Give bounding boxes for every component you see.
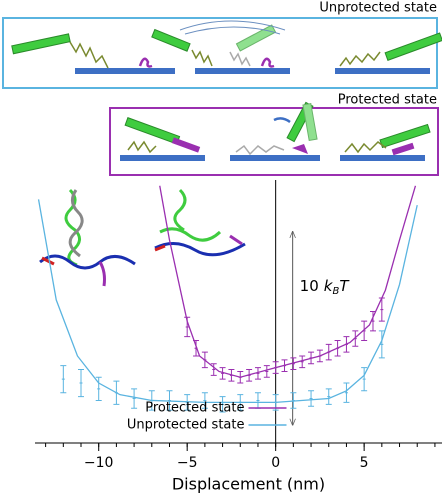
- x-tick-label: 0: [271, 455, 280, 471]
- error-point: [325, 388, 332, 405]
- x-tick-label: 5: [360, 455, 369, 471]
- error-point: [148, 390, 155, 411]
- scale-value: 10: [300, 276, 319, 294]
- x-axis-label: Displacement (nm): [172, 475, 325, 494]
- diagram-protected: [120, 101, 431, 161]
- error-point: [254, 367, 261, 380]
- x-tick-label: −5: [177, 455, 198, 471]
- scale-unit: k: [324, 276, 334, 294]
- error-point: [166, 390, 173, 411]
- diagram-title: Unprotected state: [319, 1, 437, 16]
- error-point: [308, 351, 315, 365]
- error-point: [378, 330, 385, 359]
- error-point: [184, 394, 191, 411]
- error-point: [316, 349, 323, 363]
- legend-label: Protected state: [145, 401, 244, 416]
- error-point: [113, 380, 120, 405]
- scale-unit: T: [339, 276, 350, 294]
- error-point: [219, 396, 226, 413]
- error-point: [219, 367, 226, 380]
- error-point: [325, 343, 332, 361]
- x-tick-label: −10: [84, 455, 114, 471]
- diagram-unprotected: [11, 20, 442, 74]
- error-point: [237, 394, 244, 411]
- error-point: [246, 369, 253, 382]
- legend-label: Unprotected state: [127, 418, 245, 433]
- error-point: [308, 390, 315, 407]
- error-point: [95, 376, 102, 401]
- error-point: [299, 355, 306, 369]
- error-point: [272, 394, 279, 411]
- error-point: [228, 369, 235, 382]
- error-point: [78, 369, 85, 398]
- diagram-title: Protected state: [338, 93, 437, 108]
- error-point: [290, 357, 297, 371]
- error-point: [281, 359, 288, 372]
- fit-line: [37, 199, 418, 404]
- scale-bar-label: 10 kBT: [300, 276, 351, 297]
- error-point: [131, 388, 138, 409]
- error-point: [263, 365, 270, 378]
- error-point: [369, 311, 376, 332]
- error-point: [184, 316, 191, 338]
- error-point: [272, 361, 279, 374]
- error-point: [290, 392, 297, 409]
- error-point: [60, 365, 67, 394]
- error-point: [343, 382, 350, 403]
- error-point: [361, 367, 368, 392]
- error-point: [237, 370, 244, 384]
- diagram-box: [109, 107, 439, 176]
- error-point: [254, 392, 261, 409]
- error-point: [334, 340, 341, 357]
- scale-unit-sub: B: [332, 286, 339, 297]
- diagram-box: [2, 17, 438, 89]
- molecule-illustration: [39, 188, 246, 287]
- error-point: [201, 392, 208, 409]
- error-point: [361, 320, 368, 342]
- error-point: [352, 330, 359, 347]
- error-point: [343, 336, 350, 353]
- error-point: [201, 351, 208, 369]
- error-point: [193, 340, 200, 357]
- error-point: [378, 297, 385, 322]
- error-point: [210, 363, 217, 376]
